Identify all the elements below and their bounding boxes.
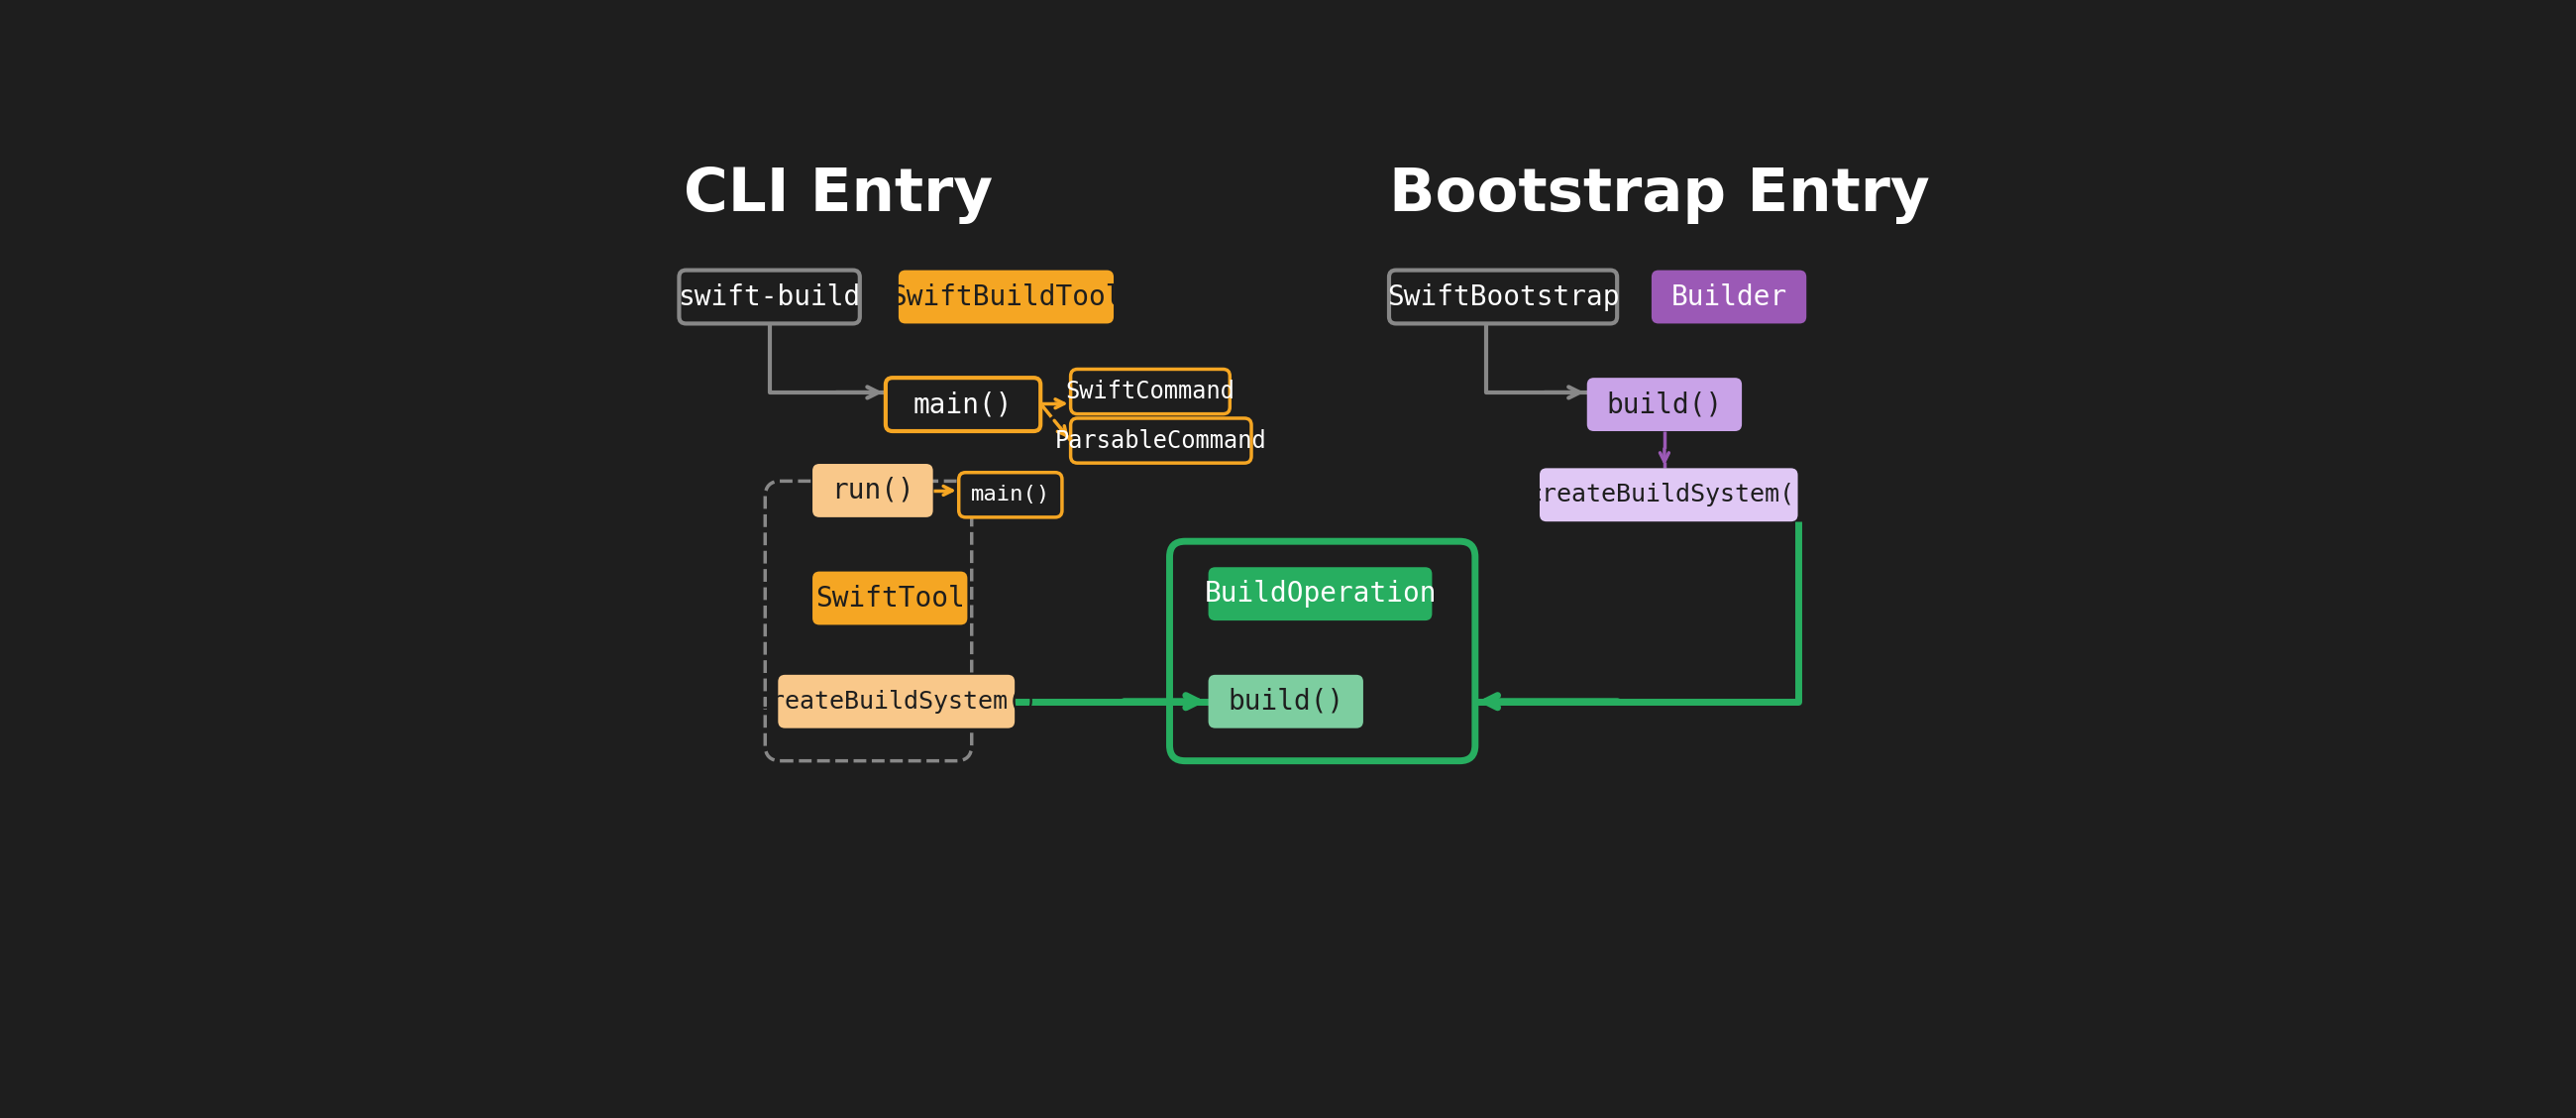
FancyBboxPatch shape <box>899 271 1113 323</box>
Text: SwiftBuildTool: SwiftBuildTool <box>889 283 1123 311</box>
FancyBboxPatch shape <box>1072 418 1252 463</box>
FancyBboxPatch shape <box>958 473 1061 518</box>
Text: BuildOperation: BuildOperation <box>1203 580 1437 608</box>
Text: ParsableCommand: ParsableCommand <box>1056 428 1267 453</box>
Text: build(): build() <box>1229 688 1345 716</box>
Text: CLI Entry: CLI Entry <box>683 165 992 224</box>
Text: Builder: Builder <box>1672 283 1788 311</box>
FancyBboxPatch shape <box>680 271 860 323</box>
Text: createBuildSystem(): createBuildSystem() <box>1528 483 1811 506</box>
FancyBboxPatch shape <box>811 571 969 625</box>
FancyBboxPatch shape <box>1388 271 1618 323</box>
Text: createBuildSystem(): createBuildSystem() <box>755 690 1038 713</box>
FancyBboxPatch shape <box>1587 378 1741 432</box>
Text: main(): main() <box>971 485 1051 504</box>
FancyBboxPatch shape <box>1651 271 1806 323</box>
Text: SwiftBootstrap: SwiftBootstrap <box>1386 283 1620 311</box>
FancyBboxPatch shape <box>811 464 933 518</box>
Text: run(): run() <box>832 476 914 504</box>
Text: build(): build() <box>1607 390 1723 418</box>
Text: Bootstrap Entry: Bootstrap Entry <box>1388 165 1929 224</box>
FancyBboxPatch shape <box>1072 369 1229 414</box>
FancyBboxPatch shape <box>778 675 1015 728</box>
FancyBboxPatch shape <box>1208 675 1363 728</box>
FancyBboxPatch shape <box>1208 567 1432 620</box>
Text: SwiftTool: SwiftTool <box>814 585 963 612</box>
Text: main(): main() <box>914 390 1012 418</box>
FancyBboxPatch shape <box>1540 468 1798 521</box>
Text: swift-build: swift-build <box>677 283 860 311</box>
FancyBboxPatch shape <box>1170 541 1476 761</box>
FancyBboxPatch shape <box>886 378 1041 432</box>
Text: SwiftCommand: SwiftCommand <box>1066 380 1234 404</box>
